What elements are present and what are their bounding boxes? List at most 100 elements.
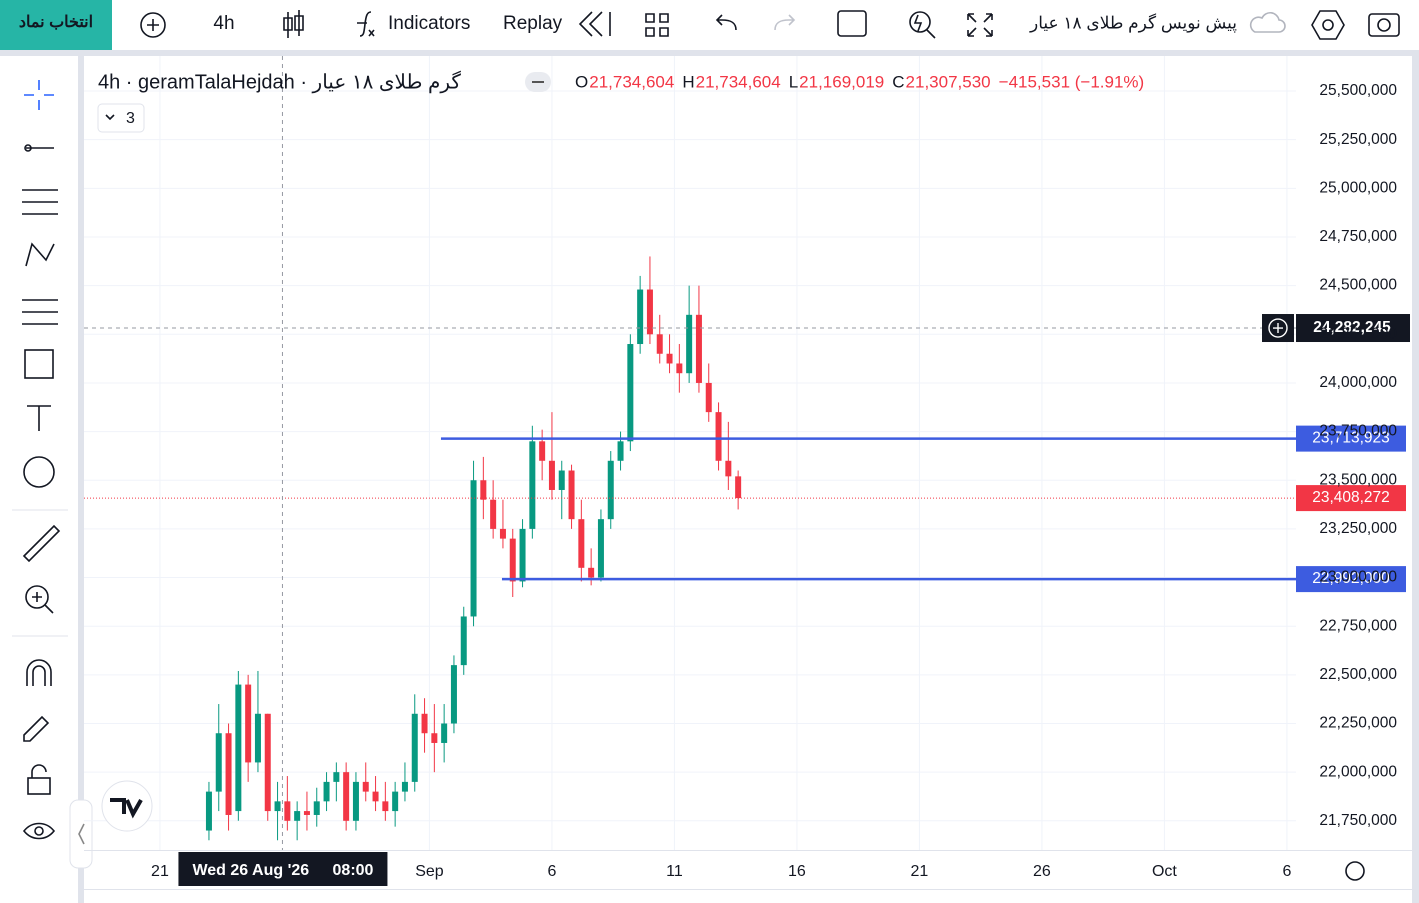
magnet-tool[interactable]	[26, 659, 52, 686]
zoom-tool-detail	[32, 592, 54, 614]
undo-icon[interactable]	[715, 14, 737, 31]
replay-icon	[578, 11, 611, 37]
symbol-button-text[interactable]: انتخاب نماد	[19, 14, 93, 31]
prediction-tool[interactable]	[22, 299, 58, 325]
tv-logo[interactable]	[101, 780, 153, 832]
candle-body	[539, 441, 546, 461]
camera-icon[interactable]	[1368, 13, 1400, 37]
candle-body	[509, 538, 516, 582]
zoom-tool[interactable]	[25, 585, 49, 609]
candle-body	[450, 665, 457, 724]
ohlc-value: 21,169,019	[799, 72, 884, 91]
candle-body	[441, 723, 448, 743]
candle-body	[225, 733, 232, 815]
add-symbol-icon[interactable]	[140, 12, 166, 38]
price-label: 22,992,000	[1312, 570, 1390, 587]
settings-icon[interactable]	[1311, 10, 1345, 40]
crosshair-price-label: 24,282,245	[1313, 319, 1391, 336]
y-tick-label: 22,000,000	[1319, 763, 1397, 780]
x-tick-label: 6	[547, 863, 556, 880]
candle-body	[294, 811, 301, 821]
crosshair-time: 08:00	[333, 862, 374, 879]
time-axis-border	[84, 850, 1412, 851]
x-tick-label: 6	[1282, 863, 1291, 880]
y-tick-label: 25,000,000	[1319, 179, 1397, 196]
draw-lock-tool[interactable]	[23, 715, 50, 742]
candle-body	[480, 480, 487, 500]
interval[interactable]: 4h	[213, 13, 234, 34]
toolbar-border	[0, 50, 1419, 56]
legend-ohlc: O 21,734,604 H 21,734,604 L 21,169,019 C 21,307…	[575, 72, 1144, 91]
candle-body	[558, 470, 565, 490]
ruler-tool[interactable]	[22, 524, 61, 563]
y-tick-label: 24,000,000	[1319, 374, 1397, 391]
x-tick-label: Oct	[1152, 863, 1177, 880]
layout-icon[interactable]	[645, 13, 669, 37]
candle-body	[529, 441, 536, 529]
legend-title: گرم طلای ۱۸ عیار · 4h · geramTalaHejdah	[98, 70, 461, 93]
candle-body	[588, 567, 595, 578]
text-tool[interactable]	[27, 405, 51, 431]
crosshair-add-icon	[1268, 318, 1288, 338]
y-tick-label: 23,750,000	[1319, 423, 1397, 440]
pattern-tool[interactable]	[25, 242, 55, 267]
candle-body	[431, 733, 438, 743]
ohlc-value: 21,734,604	[589, 72, 674, 91]
candle-body	[401, 781, 408, 792]
shape-tool[interactable]	[24, 349, 54, 379]
candle-body	[676, 363, 683, 374]
fullscreen-box-icon[interactable]	[837, 10, 867, 37]
x-tick-label: 26	[1033, 863, 1051, 880]
candle-body	[205, 791, 212, 831]
candle-body	[372, 791, 379, 802]
crosshair-add-plus	[1273, 323, 1283, 334]
axis-settings-icon[interactable]	[1345, 861, 1365, 881]
candle-body	[597, 519, 604, 578]
x-tick-label: Sep	[415, 863, 444, 880]
alert-icon[interactable]	[909, 11, 931, 33]
chart-type-icon[interactable]	[283, 10, 304, 38]
y-tick-label: 23,250,000	[1319, 520, 1397, 537]
collapse-handle[interactable]	[69, 799, 93, 869]
x-tick-label: 16	[788, 863, 806, 880]
candle-body	[382, 801, 389, 812]
y-tick-label: 22,250,000	[1319, 715, 1397, 732]
fib-tool[interactable]	[22, 189, 58, 215]
y-tick-label: 25,500,000	[1319, 82, 1397, 99]
eye-tool[interactable]	[22, 822, 56, 840]
candle-body	[656, 334, 663, 354]
crosshair-price-bg	[1296, 314, 1410, 343]
overlay-layer: 23,713,923 22,992,000 23,408,272 24,282,245…	[84, 56, 1410, 886]
emoji-tool[interactable]	[23, 456, 55, 488]
indicators[interactable]: Indicators	[388, 13, 470, 34]
candle-body	[607, 460, 614, 520]
candle-body	[392, 791, 399, 812]
candle-body	[519, 528, 526, 582]
candle-body	[313, 801, 320, 815]
eye-pupil	[34, 826, 44, 836]
symbol-button[interactable]	[0, 0, 112, 50]
legend-collapse[interactable]	[97, 103, 145, 133]
candle-body	[646, 289, 653, 335]
collapse-arrow	[78, 823, 85, 845]
expand-icon[interactable]	[967, 13, 993, 37]
candle-body	[686, 314, 693, 374]
candle-body	[627, 344, 634, 442]
separator	[12, 509, 68, 637]
replay[interactable]: Replay	[503, 13, 563, 34]
candle-body	[274, 801, 281, 812]
lock-tool[interactable]	[27, 777, 51, 795]
candle-body	[499, 528, 506, 539]
candle-body	[264, 713, 271, 812]
candle-body	[695, 314, 702, 383]
layout-name[interactable]: پیش نویس گرم طلای ۱۸ عیار	[1029, 12, 1237, 33]
candle-body	[568, 470, 575, 520]
candle-body	[548, 460, 555, 490]
crosshair-tool[interactable]	[24, 80, 54, 110]
candle-body	[725, 460, 732, 477]
last-price-label-bg	[1296, 485, 1406, 512]
ohlc-value: 21,307,530	[906, 72, 991, 91]
candle-body	[303, 811, 310, 815]
